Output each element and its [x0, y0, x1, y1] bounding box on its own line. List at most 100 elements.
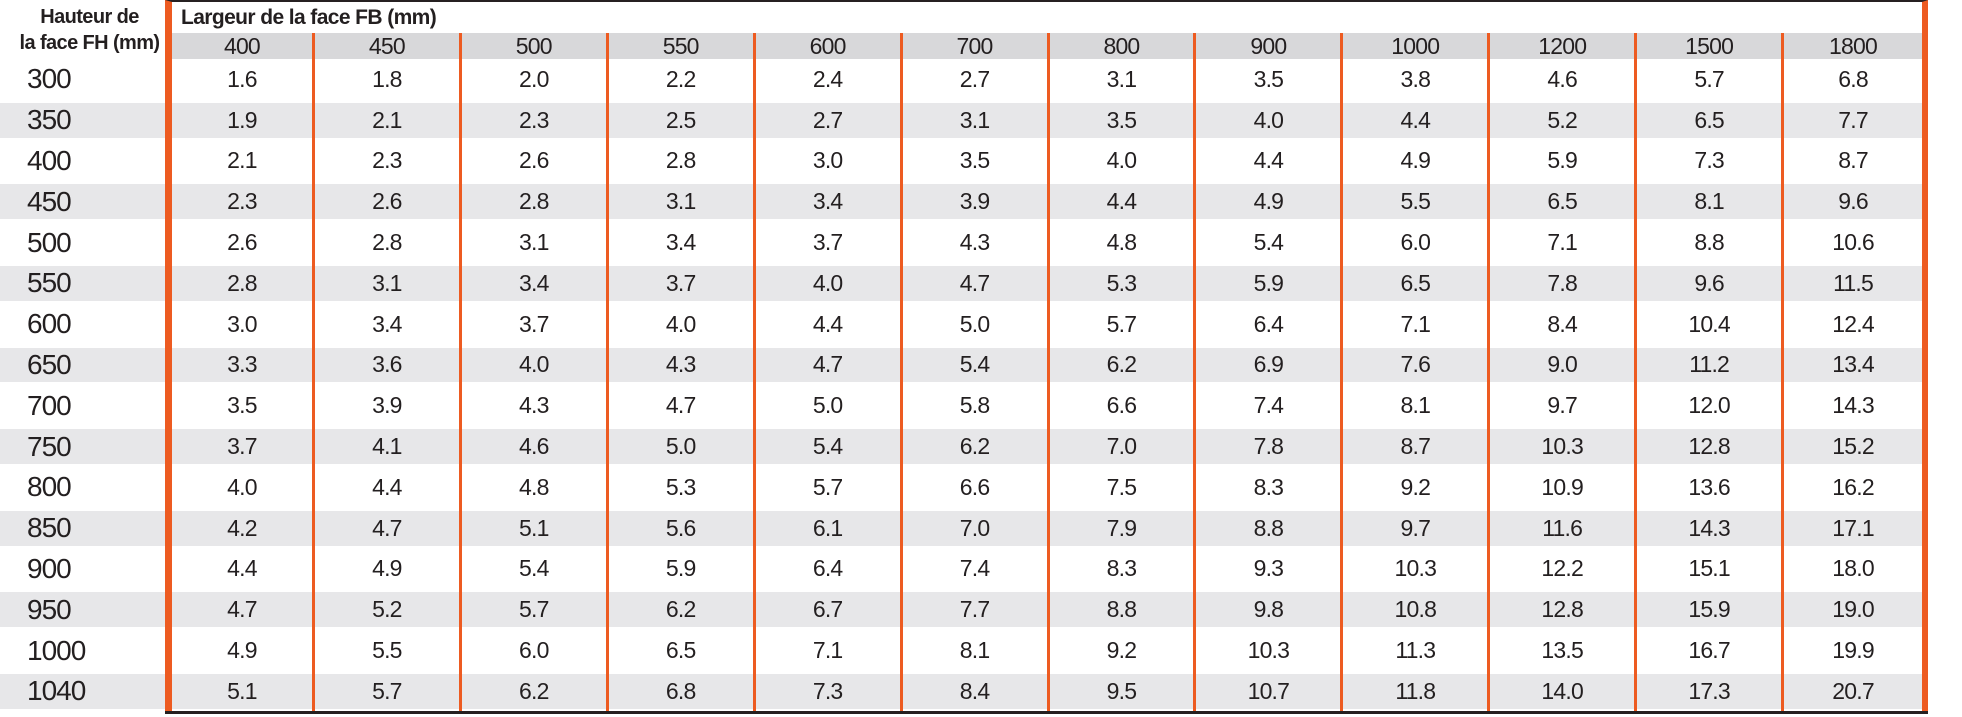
table-cell: 6.5 [605, 630, 753, 671]
column-axis-header: Largeur de la face FB (mm) [165, 0, 1928, 33]
table-cell: 8.3 [1193, 466, 1340, 508]
table-cell: 6.6 [899, 466, 1047, 508]
table-cell: 6.8 [605, 670, 753, 712]
row-header: 350 [0, 99, 165, 141]
table-cell: 5.7 [458, 589, 606, 631]
table-cell: 13.4 [1781, 344, 1928, 386]
table-cell: 6.1 [752, 507, 900, 549]
table-cell: 2.1 [311, 99, 459, 141]
table-cell: 18.0 [1781, 548, 1928, 590]
table-cell: 6.4 [752, 548, 900, 590]
table-cell: 2.7 [899, 59, 1047, 100]
table-cell: 13.5 [1487, 630, 1634, 671]
table-cell: 2.0 [458, 59, 606, 100]
table-cell: 4.6 [458, 426, 606, 467]
table-cell: 3.4 [458, 262, 606, 304]
table-cell: 16.7 [1634, 630, 1781, 671]
table-cell: 2.3 [311, 140, 459, 182]
table-cell: 2.3 [165, 181, 312, 223]
table-cell: 4.3 [899, 222, 1047, 263]
table-cell: 3.0 [165, 303, 312, 345]
table-cell: 7.9 [1046, 507, 1194, 549]
table-cell: 7.0 [899, 507, 1047, 549]
column-header: 450 [311, 33, 459, 59]
row-header: 300 [27, 63, 72, 95]
table-cell: 8.1 [1340, 385, 1487, 427]
table-cell: 8.7 [1340, 426, 1488, 467]
table-cell: 9.5 [1046, 670, 1194, 712]
table-cell: 4.4 [165, 548, 312, 590]
table-cell: 5.9 [1193, 262, 1341, 304]
table-cell: 10.6 [1781, 222, 1928, 263]
row-header: 650 [0, 344, 165, 386]
table-cell: 4.0 [1193, 99, 1341, 141]
table-cell: 3.3 [165, 344, 312, 386]
table-cell: 9.6 [1781, 181, 1928, 223]
table-cell: 4.9 [1340, 140, 1487, 182]
column-header: 400 [165, 33, 312, 59]
table-cell: 5.5 [1340, 181, 1488, 223]
table-cell: 9.8 [1193, 589, 1341, 631]
row-header: 700 [27, 389, 72, 421]
table-cell: 11.2 [1634, 344, 1782, 386]
table-cell: 4.7 [899, 262, 1047, 304]
table-cell: 2.2 [605, 59, 753, 100]
table-cell: 4.4 [1193, 140, 1340, 182]
table-cell: 8.4 [899, 670, 1047, 712]
table-cell: 2.8 [458, 181, 606, 223]
table-cell: 4.9 [311, 548, 459, 590]
table-cell: 7.3 [1634, 140, 1781, 182]
table-cell: 5.7 [1046, 303, 1194, 345]
table-cell: 11.8 [1340, 670, 1488, 712]
table-cell: 15.2 [1781, 426, 1928, 467]
table-cell: 6.2 [899, 426, 1047, 467]
table-cell: 4.4 [1046, 181, 1194, 223]
table-cell: 4.4 [752, 303, 900, 345]
table-cell: 9.6 [1634, 262, 1782, 304]
row-header: 1040 [0, 670, 165, 712]
table-cell: 4.7 [311, 507, 459, 549]
table-cell: 5.6 [605, 507, 753, 549]
table-cell: 5.0 [752, 385, 900, 427]
table-cell: 9.2 [1340, 466, 1487, 508]
table-cell: 5.0 [605, 426, 753, 467]
table-cell: 10.8 [1340, 589, 1488, 631]
table-cell: 3.1 [899, 99, 1047, 141]
table-cell: 4.7 [605, 385, 753, 427]
table-cell: 10.3 [1487, 426, 1635, 467]
table-cell: 5.0 [899, 303, 1047, 345]
table-cell: 7.3 [752, 670, 900, 712]
table-cell: 8.4 [1487, 303, 1634, 345]
table-cell: 3.4 [311, 303, 459, 345]
table-cell: 2.1 [165, 140, 312, 182]
table-cell: 5.8 [899, 385, 1047, 427]
table-cell: 15.1 [1634, 548, 1781, 590]
table-cell: 2.6 [165, 222, 312, 263]
table-cell: 3.7 [752, 222, 900, 263]
table-cell: 5.3 [1046, 262, 1194, 304]
table-cell: 2.6 [311, 181, 459, 223]
table-cell: 12.2 [1487, 548, 1634, 590]
table-cell: 7.7 [1781, 99, 1928, 141]
table-bottom-rule [165, 711, 1928, 714]
column-header: 1500 [1634, 33, 1782, 59]
table-cell: 4.8 [458, 466, 606, 508]
table-cell: 15.9 [1634, 589, 1782, 631]
table-cell: 1.9 [165, 99, 312, 141]
table-cell: 6.6 [1046, 385, 1194, 427]
table-cell: 8.8 [1193, 507, 1341, 549]
table-cell: 5.4 [752, 426, 900, 467]
table-cell: 5.1 [165, 670, 312, 712]
table-cell: 5.5 [311, 630, 459, 671]
table-cell: 8.8 [1634, 222, 1781, 263]
column-header: 600 [752, 33, 900, 59]
table-cell: 4.4 [1340, 99, 1488, 141]
column-header: 1200 [1487, 33, 1635, 59]
table-cell: 4.7 [752, 344, 900, 386]
table-cell: 11.3 [1340, 630, 1487, 671]
table-cell: 3.1 [605, 181, 753, 223]
table-cell: 6.2 [605, 589, 753, 631]
table-cell: 3.4 [605, 222, 753, 263]
table-cell: 3.7 [458, 303, 606, 345]
table-cell: 4.4 [311, 466, 459, 508]
